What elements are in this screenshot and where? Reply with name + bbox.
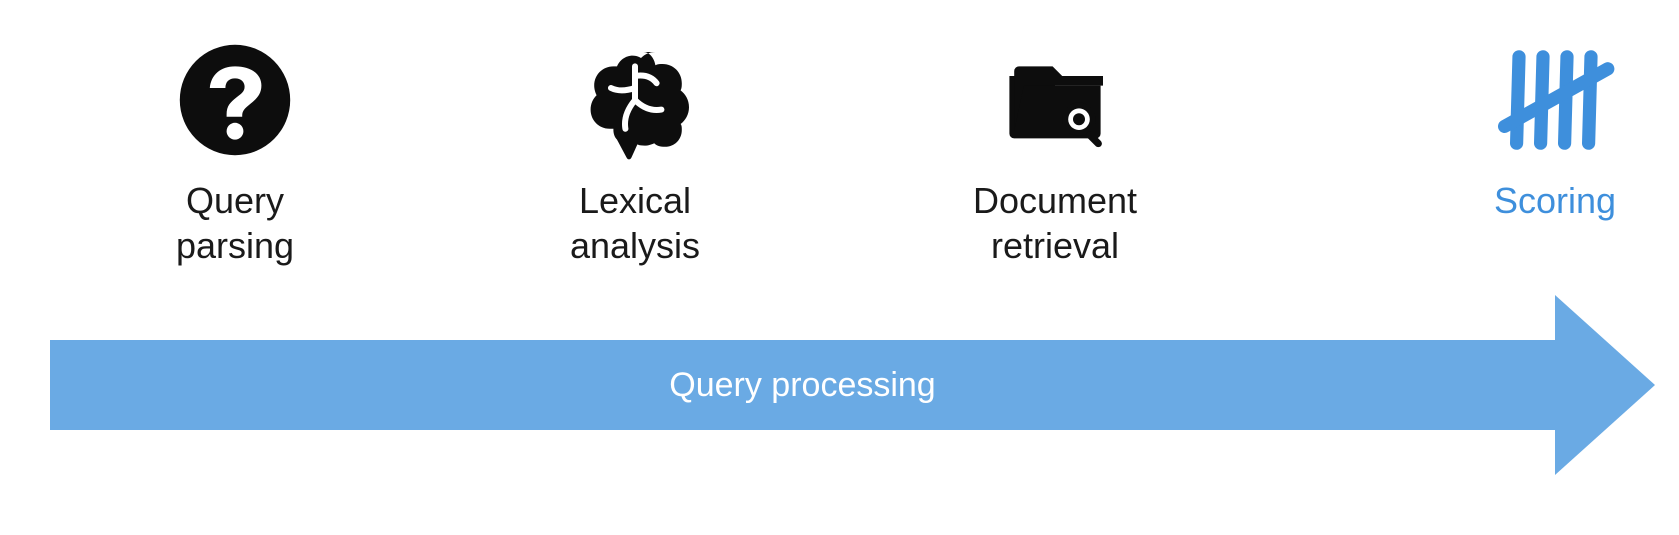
step-scoring: Scoring	[1465, 40, 1645, 223]
brain-icon	[575, 40, 695, 160]
folder-search-icon	[995, 40, 1115, 160]
step-query-parsing: Query parsing	[135, 40, 335, 268]
arrow-label: Query processing	[669, 366, 935, 405]
step-label: Document retrieval	[973, 178, 1137, 268]
step-label: Scoring	[1494, 178, 1616, 223]
step-document-retrieval: Document retrieval	[945, 40, 1165, 268]
step-lexical-analysis: Lexical analysis	[535, 40, 735, 268]
step-label: Query parsing	[176, 178, 294, 268]
question-mark-circle-icon	[175, 40, 295, 160]
arrow-head-icon	[1555, 295, 1655, 475]
arrow-shaft: Query processing	[50, 340, 1555, 430]
step-label: Lexical analysis	[570, 178, 700, 268]
tally-icon	[1495, 40, 1615, 160]
